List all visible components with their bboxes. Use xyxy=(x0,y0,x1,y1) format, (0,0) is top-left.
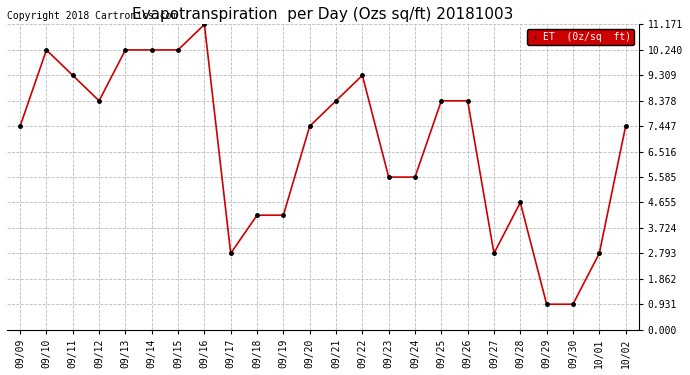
Text: Copyright 2018 Cartronics.com: Copyright 2018 Cartronics.com xyxy=(7,12,177,21)
Title: Evapotranspiration  per Day (Ozs sq/ft) 20181003: Evapotranspiration per Day (Ozs sq/ft) 2… xyxy=(132,7,513,22)
Legend: ET  (0z/sq  ft): ET (0z/sq ft) xyxy=(527,29,634,45)
